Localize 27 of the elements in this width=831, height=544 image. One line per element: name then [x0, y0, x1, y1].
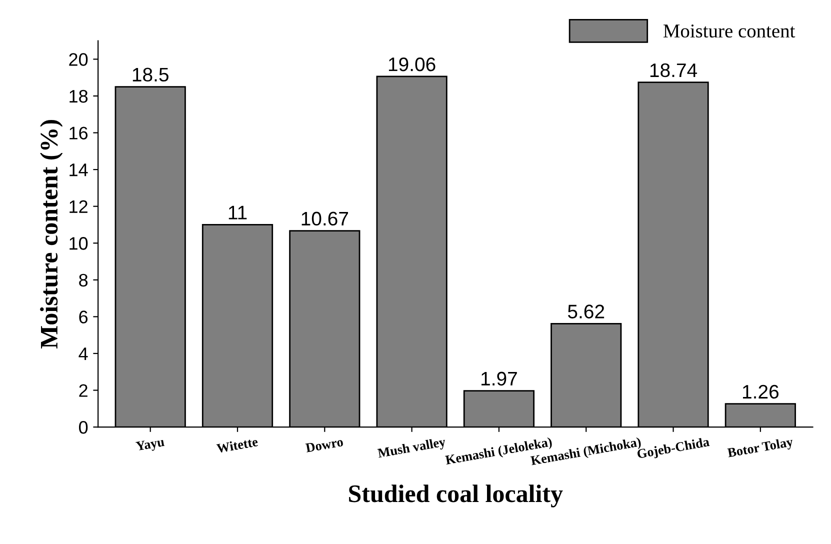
x-axis-title: Studied coal locality	[349, 484, 563, 508]
y-tick-label: 12	[70, 200, 88, 213]
y-tick-label: 8	[79, 274, 88, 287]
data-label: 1.26	[742, 384, 778, 399]
x-tick-label: Dowro	[305, 437, 344, 452]
data-label: 5.62	[568, 304, 604, 318]
y-tick-label: 4	[78, 348, 88, 360]
y-tick-label: 2	[79, 384, 88, 397]
y-tick-label: 14	[70, 164, 88, 176]
y-tick-label: 0	[79, 420, 88, 434]
y-tick-label: 20	[69, 53, 88, 66]
data-label: 18.74	[650, 63, 698, 78]
y-axis-title: Moisture content (%)	[40, 120, 63, 349]
x-tick-label: Witette	[216, 436, 258, 454]
data-label: 11	[228, 206, 247, 220]
data-label: 1.97	[482, 372, 517, 386]
y-tick-label: 18	[70, 90, 88, 103]
legend-label: Moisture content	[663, 24, 796, 38]
data-label: 18.5	[132, 68, 168, 82]
x-tick-label: Yayu	[136, 437, 166, 454]
y-tick-label: 10	[70, 237, 88, 250]
data-label: 19.06	[388, 57, 436, 72]
data-label: 10.67	[302, 212, 348, 226]
x-tick-label: Mush valley	[377, 436, 446, 460]
y-tick-label: 6	[79, 310, 88, 324]
y-tick-label: 16	[70, 126, 88, 140]
x-tick-label: Botor Tolay	[727, 436, 794, 460]
